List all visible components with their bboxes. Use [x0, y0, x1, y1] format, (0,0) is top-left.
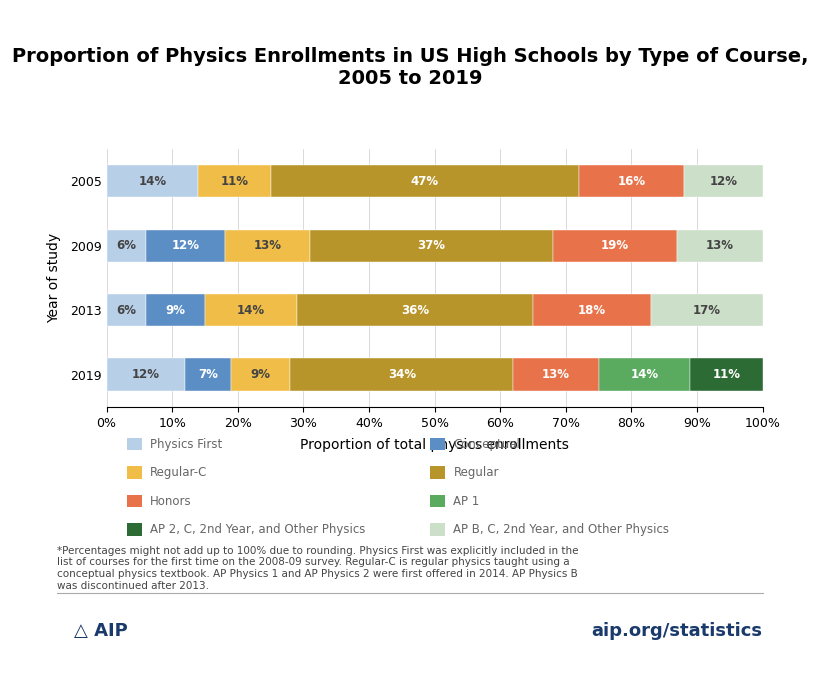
Bar	[676, 230, 762, 262]
Bar	[310, 230, 552, 262]
Bar	[224, 230, 310, 262]
X-axis label: Proportion of total physics enrollments: Proportion of total physics enrollments	[300, 438, 568, 452]
Text: AP 2, C, 2nd Year, and Other Physics: AP 2, C, 2nd Year, and Other Physics	[150, 523, 365, 536]
Text: 18%: 18%	[577, 304, 605, 317]
Bar	[106, 165, 198, 197]
Text: 6%: 6%	[116, 304, 136, 317]
Text: 14%: 14%	[237, 304, 265, 317]
Bar	[552, 230, 676, 262]
Text: 19%: 19%	[600, 239, 628, 252]
Text: Regular-C: Regular-C	[150, 466, 207, 479]
Text: Regular: Regular	[453, 466, 498, 479]
Text: *Percentages might not add up to 100% due to rounding. Physics First was explici: *Percentages might not add up to 100% du…	[57, 546, 578, 591]
Bar	[532, 294, 650, 326]
Bar	[106, 230, 146, 262]
Text: 11%: 11%	[712, 368, 740, 381]
Bar	[106, 294, 146, 326]
Bar	[296, 294, 532, 326]
Text: △ AIP: △ AIP	[74, 622, 128, 639]
Bar	[106, 359, 185, 391]
Text: 14%: 14%	[138, 175, 166, 188]
Text: 36%: 36%	[400, 304, 428, 317]
Text: 12%: 12%	[132, 368, 160, 381]
Text: 13%: 13%	[705, 239, 733, 252]
Bar	[650, 294, 762, 326]
Text: 17%: 17%	[692, 304, 720, 317]
Text: aip.org/statistics: aip.org/statistics	[590, 622, 762, 639]
Text: 12%: 12%	[708, 175, 736, 188]
Text: AP B, C, 2nd Year, and Other Physics: AP B, C, 2nd Year, and Other Physics	[453, 523, 668, 536]
Text: 37%: 37%	[417, 239, 445, 252]
Text: 16%: 16%	[617, 175, 645, 188]
Text: 14%: 14%	[630, 368, 658, 381]
Text: 47%: 47%	[410, 175, 438, 188]
Bar	[513, 359, 598, 391]
Bar	[205, 294, 296, 326]
Text: AP 1: AP 1	[453, 494, 479, 508]
Bar	[270, 165, 578, 197]
Bar	[290, 359, 513, 391]
Text: 34%: 34%	[387, 368, 415, 381]
Text: 13%: 13%	[253, 239, 281, 252]
Bar	[690, 359, 762, 391]
Text: 6%: 6%	[116, 239, 136, 252]
Text: Honors: Honors	[150, 494, 192, 508]
Bar	[146, 294, 205, 326]
Text: 12%: 12%	[171, 239, 199, 252]
Bar	[231, 359, 290, 391]
Bar	[146, 230, 224, 262]
Y-axis label: Year of study: Year of study	[48, 233, 61, 323]
Text: Proportion of Physics Enrollments in US High Schools by Type of Course,
2005 to : Proportion of Physics Enrollments in US …	[11, 47, 808, 88]
Bar	[598, 359, 690, 391]
Text: 13%: 13%	[541, 368, 569, 381]
Bar	[185, 359, 231, 391]
Bar	[683, 165, 762, 197]
Text: 9%: 9%	[165, 304, 185, 317]
Text: Conceptual: Conceptual	[453, 437, 520, 451]
Bar	[198, 165, 270, 197]
Bar	[578, 165, 683, 197]
Text: 11%: 11%	[220, 175, 248, 188]
Text: 7%: 7%	[198, 368, 218, 381]
Text: Physics First: Physics First	[150, 437, 222, 451]
Text: 9%: 9%	[251, 368, 270, 381]
